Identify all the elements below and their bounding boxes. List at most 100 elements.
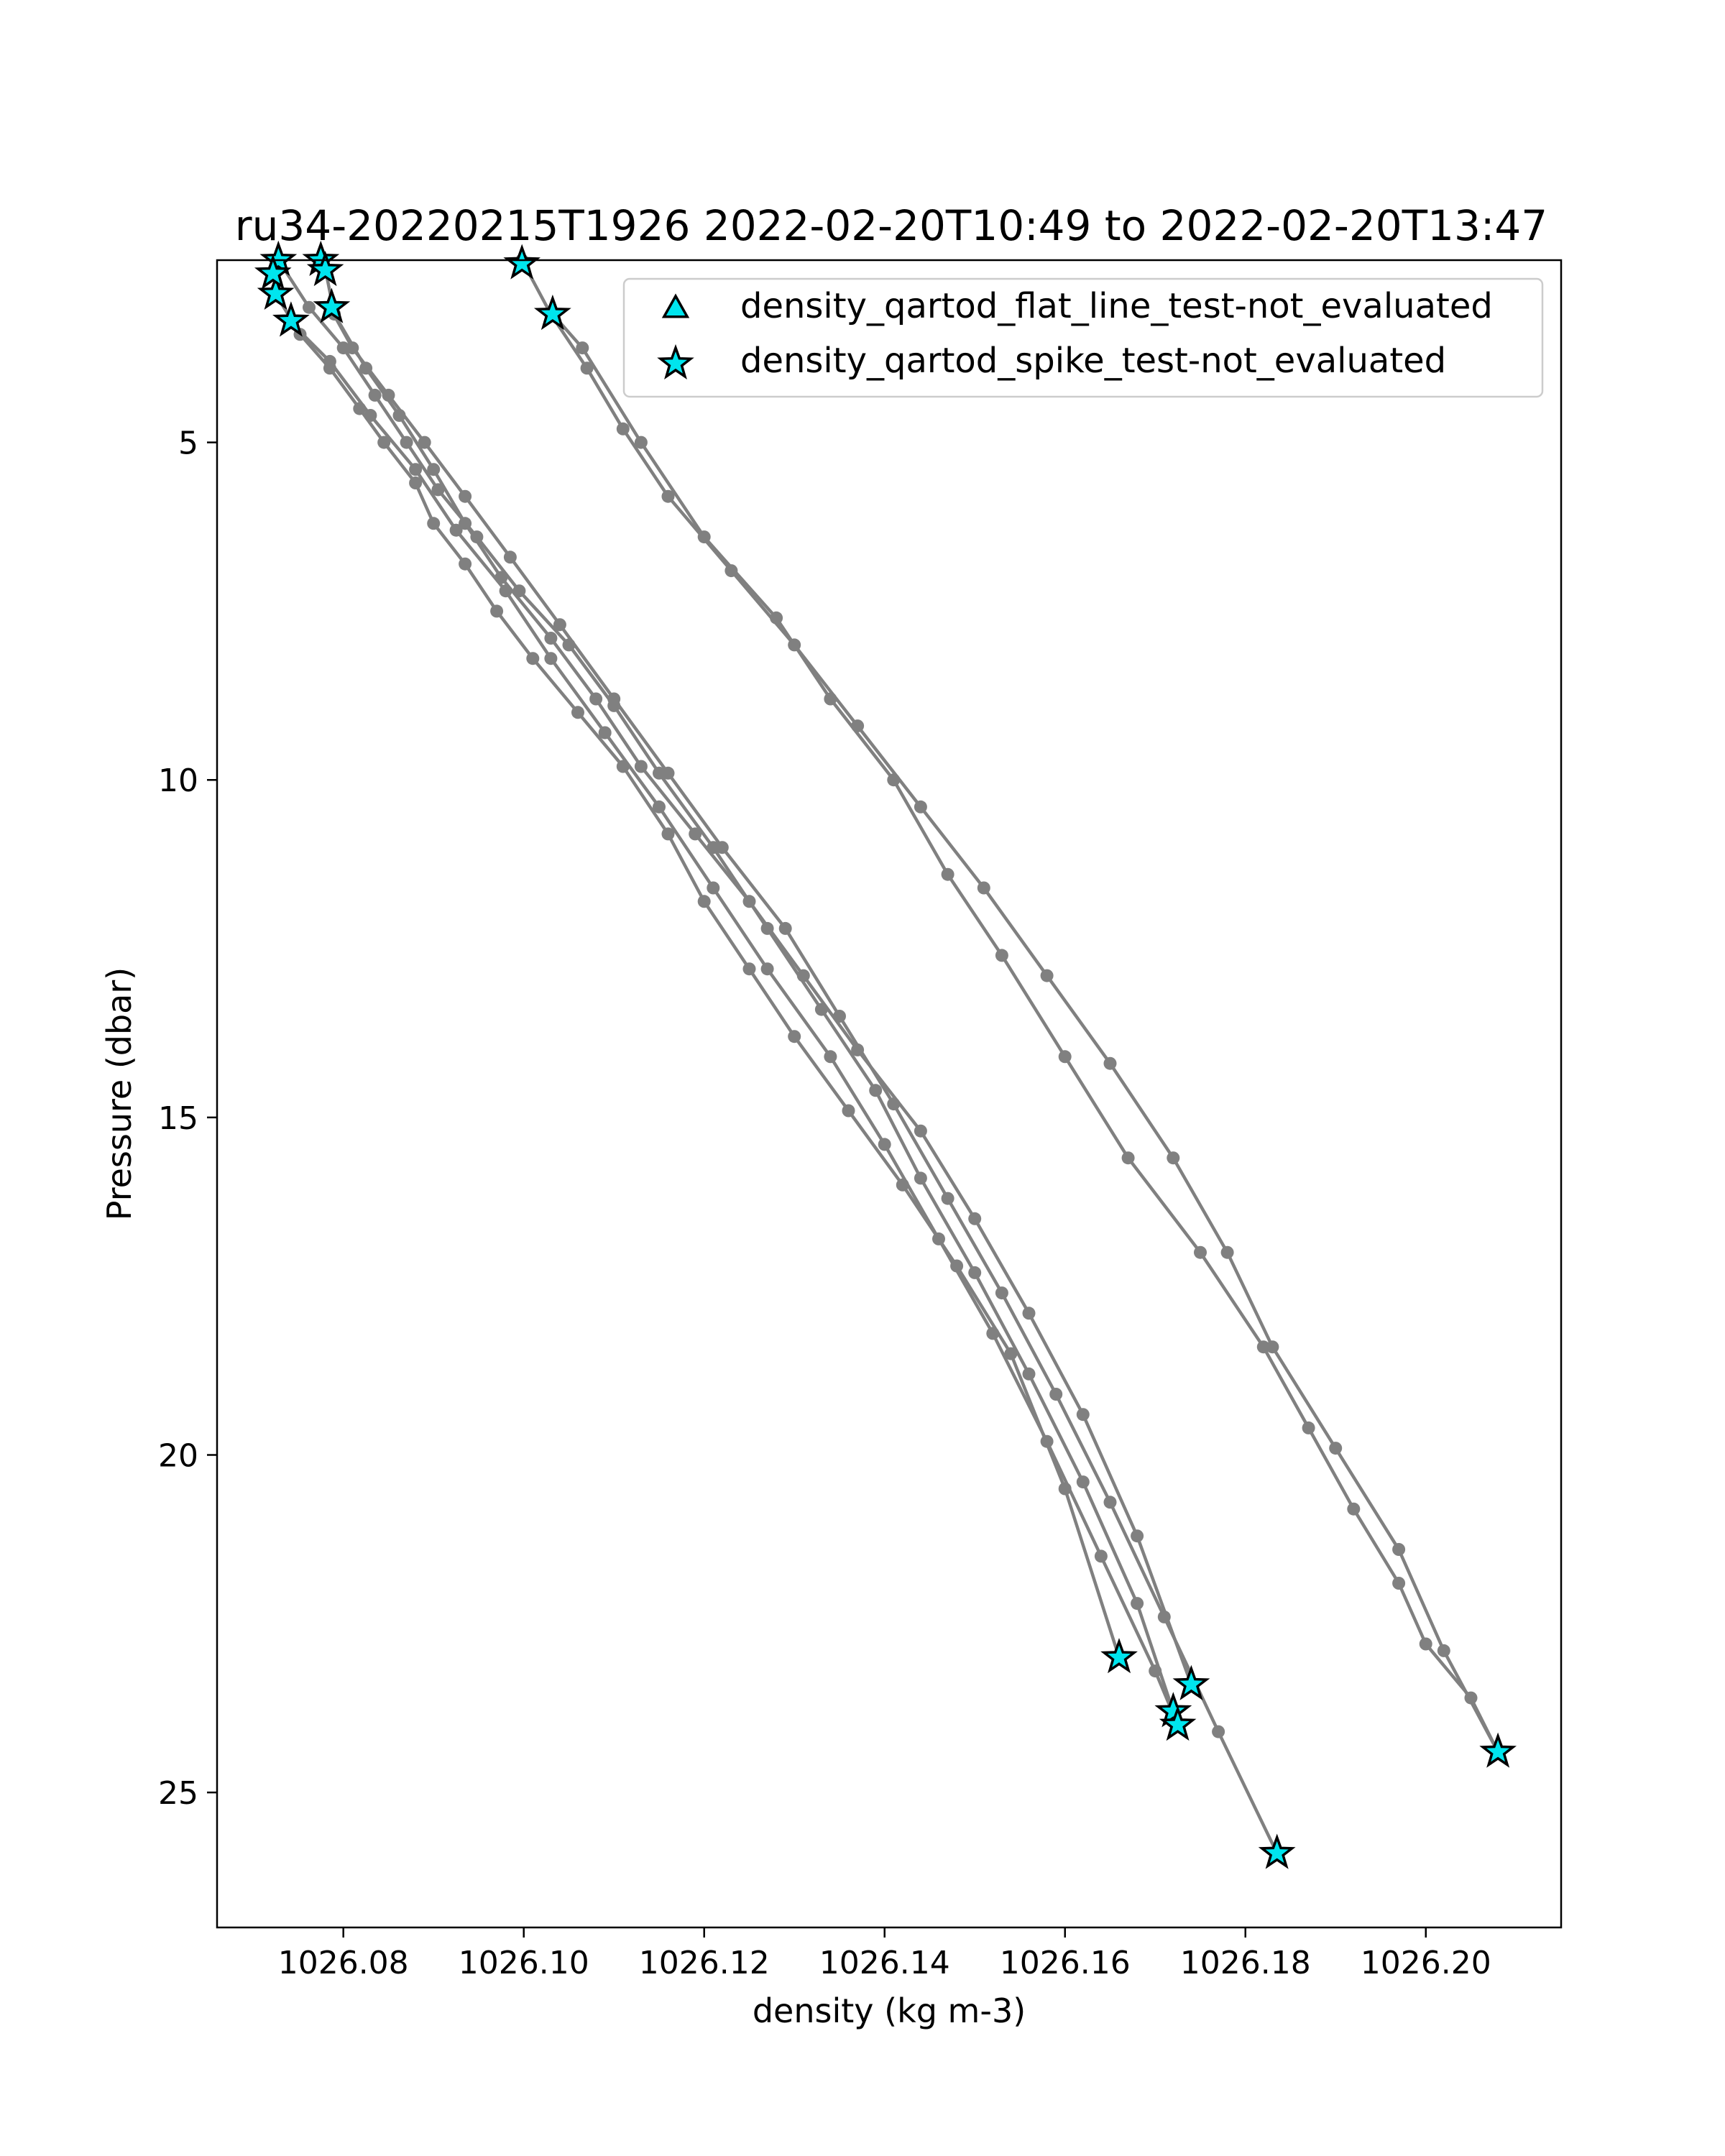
profile-point [1022, 1367, 1036, 1381]
profile-point [977, 881, 990, 895]
profile-point [1131, 1529, 1144, 1543]
legend-triangle-marker [661, 293, 690, 318]
profile-point [303, 300, 316, 314]
axes-frame [216, 259, 1563, 1929]
profile-point [1131, 1597, 1144, 1611]
spike-test-star-marker [257, 274, 295, 310]
profile-point [1392, 1577, 1406, 1590]
y-axis-ticks: 5 10 15 20 25 [158, 425, 217, 1812]
profile-point [697, 895, 711, 908]
profile-point [1157, 1610, 1171, 1623]
legend-label-flat-line: density_qartod_flat_line_test-not_evalua… [740, 286, 1493, 326]
profile-point [770, 611, 783, 625]
profile-point [914, 1124, 927, 1138]
profile-point [1194, 1245, 1207, 1259]
profile-point [869, 1084, 883, 1097]
profile-point [724, 564, 738, 578]
x-tick-label: 1026.18 [1180, 1945, 1311, 1981]
y-tick-label: 15 [158, 1100, 198, 1137]
profile-point [995, 1286, 1008, 1300]
profile-point [824, 1050, 837, 1064]
profile-point [1094, 1549, 1108, 1563]
x-tick-label: 1026.16 [1000, 1945, 1131, 1981]
profile-point [1076, 1475, 1090, 1489]
profile-point [1329, 1442, 1343, 1455]
profile-point [1392, 1543, 1406, 1556]
profile-point [661, 766, 675, 780]
profile-point [661, 489, 675, 503]
spike-test-star-marker [1479, 1732, 1517, 1768]
chart-title: ru34-20220215T1926 2022-02-20T10:49 to 2… [235, 201, 1547, 250]
legend-star-marker [657, 344, 694, 379]
profile-point [616, 422, 630, 436]
profile-point [932, 1232, 945, 1245]
profile-point [418, 436, 431, 449]
profile-point [400, 436, 413, 449]
spike-test-star-marker [259, 240, 298, 277]
profile-point [661, 827, 675, 841]
profile-point [571, 706, 584, 719]
profile-point [1103, 1056, 1117, 1070]
y-tick-label: 10 [158, 763, 198, 799]
profile-point [589, 692, 603, 706]
spike-test-star-marker [1258, 1833, 1296, 1869]
profile-point [1220, 1245, 1234, 1259]
profile-point [544, 652, 558, 665]
profile-point [796, 969, 810, 982]
profile-point [887, 1097, 901, 1111]
profile-point [427, 463, 441, 476]
profile-point [382, 388, 395, 402]
profile-point [459, 517, 472, 530]
profile-point [842, 1104, 855, 1118]
flag-markers [254, 240, 1517, 1869]
legend-triangle-marker-shape [661, 293, 690, 318]
spike-test-star-marker [1100, 1638, 1138, 1674]
profile-point [607, 692, 621, 706]
profile-point [409, 463, 423, 476]
spike-test-star-marker [533, 294, 571, 331]
profile-point [364, 409, 377, 422]
profile-point [1076, 1408, 1090, 1422]
x-tick-label: 1026.12 [639, 1945, 770, 1981]
profile-point [689, 827, 702, 841]
profile-point [1302, 1421, 1315, 1434]
profile-point [914, 1171, 927, 1185]
profile-point [323, 354, 336, 368]
profile-point [1167, 1151, 1180, 1165]
spike-test-star-marker [1154, 1692, 1192, 1728]
profile-point [887, 773, 901, 787]
profile-point [1040, 969, 1054, 982]
profile-point [503, 550, 517, 564]
profile-point [968, 1212, 982, 1225]
legend-label-spike: density_qartod_spike_test-not_evaluated [740, 341, 1446, 381]
profile-point [1121, 1151, 1135, 1165]
profile-point [377, 436, 391, 449]
profile-point [449, 523, 463, 537]
profile-point [941, 867, 954, 881]
profile-point [986, 1327, 1000, 1340]
x-axis-label: density (kg m-3) [753, 1991, 1026, 2030]
profile-point [1049, 1388, 1063, 1401]
profile-point [336, 341, 350, 355]
profile-point [788, 1030, 801, 1044]
profile-line-4 [328, 306, 1279, 1854]
profile-point [833, 1010, 846, 1023]
profile-point [1256, 1340, 1270, 1354]
profile-point [598, 726, 612, 740]
profile-point [968, 1266, 982, 1279]
profile-point [653, 766, 666, 780]
profile-point [427, 517, 441, 530]
spike-test-star-marker [1172, 1664, 1210, 1700]
x-tick-label: 1026.20 [1361, 1945, 1491, 1981]
profile-point [1103, 1496, 1117, 1509]
y-tick-label: 25 [158, 1775, 198, 1812]
x-tick-label: 1026.10 [459, 1945, 589, 1981]
profile-point [580, 361, 594, 375]
profile-point [742, 895, 756, 908]
profile-point [499, 584, 512, 598]
profile-point [715, 841, 729, 854]
profile-point [941, 1192, 954, 1205]
profile-point [459, 557, 472, 571]
profile-point [553, 618, 566, 632]
